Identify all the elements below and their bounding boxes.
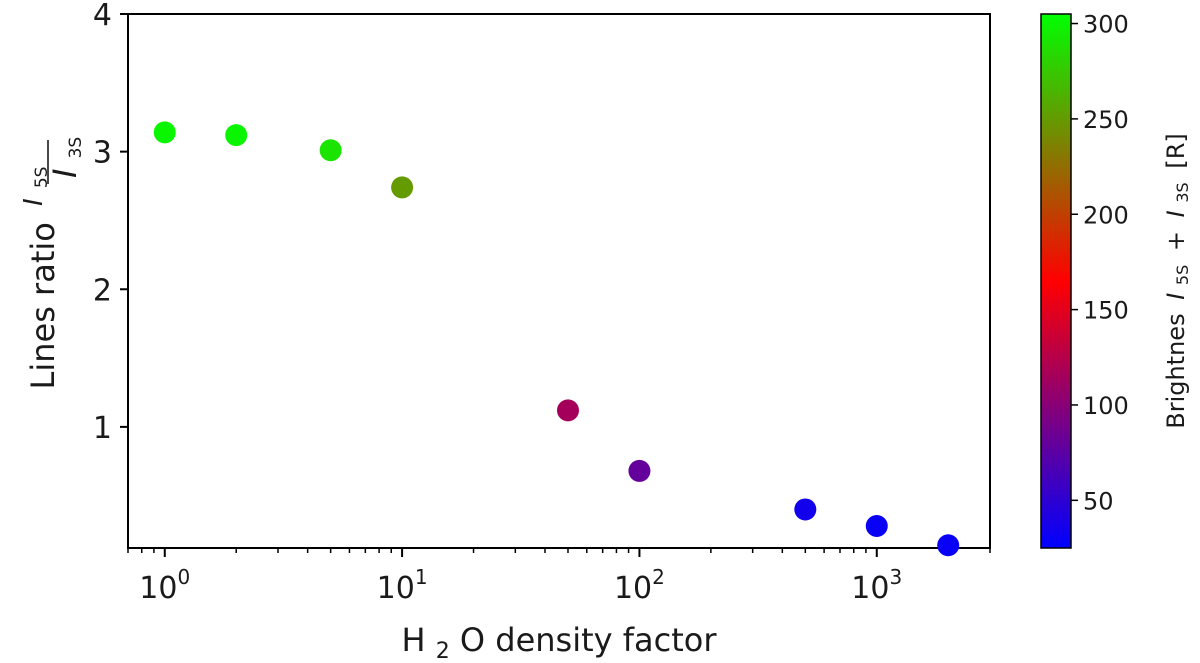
colorbar-label: Brightnes I 5S + I 3S [R] <box>1162 133 1194 429</box>
colorbar-label-term1-sub: 5S <box>1173 265 1192 285</box>
y-axis-label-text: Lines ratio <box>24 222 62 389</box>
x-tick-label: 100 <box>139 565 190 606</box>
data-point <box>153 121 176 144</box>
svg-text:Lines ratio I: Lines ratio I 5S <box>12 167 62 390</box>
colorbar-ticks: 50 100 150 200 250 300 <box>1071 11 1129 515</box>
data-point <box>937 534 960 557</box>
x-axis-label: H 2 O density factor <box>401 621 717 663</box>
x-tick-label: 101 <box>377 565 428 606</box>
data-point <box>794 498 817 521</box>
colorbar-label-term1: I <box>1162 293 1190 300</box>
colorbar <box>1040 13 1072 549</box>
y-axis-label-denominator-sub: 3S <box>66 137 86 159</box>
svg-text:Brightnes I 5S: Brightnes I 5S + I 3S [R] <box>1162 133 1194 429</box>
x-axis: 100 101 102 103 <box>127 548 991 606</box>
y-axis: 1 2 3 4 <box>93 0 128 446</box>
y-axis-label-denominator: I <box>46 169 84 178</box>
y-axis-label-numerator-sub: 5S <box>32 167 52 189</box>
data-point <box>225 124 248 147</box>
svg-text:I 3S: I 3S <box>46 137 86 178</box>
data-point <box>865 514 888 537</box>
colorbar-tick-label: 300 <box>1083 11 1129 39</box>
y-tick-label: 4 <box>93 0 112 33</box>
colorbar-label-term2-sub: 3S <box>1173 182 1192 202</box>
colorbar-tick-label: 200 <box>1083 201 1129 229</box>
y-tick-label: 3 <box>93 136 112 171</box>
x-tick-label: 102 <box>614 565 665 606</box>
colorbar-label-term2: I <box>1162 210 1190 217</box>
colorbar-tick-label: 250 <box>1083 106 1129 134</box>
colorbar-label-unit: [R] <box>1162 133 1190 168</box>
colorbar-tick-label: 100 <box>1083 392 1129 420</box>
scatter-points <box>153 121 960 557</box>
x-axis-label-prefix: H <box>401 621 425 659</box>
data-point <box>628 459 651 482</box>
y-axis-label: Lines ratio I 5S I 3S <box>12 137 86 390</box>
data-point <box>319 139 342 162</box>
x-tick-label: 103 <box>851 565 902 606</box>
colorbar-tick-label: 150 <box>1083 297 1129 325</box>
y-tick-label: 1 <box>93 411 112 446</box>
x-axis-label-suffix: O density factor <box>460 621 717 659</box>
y-tick-label: 2 <box>93 273 112 308</box>
colorbar-label-text: Brightnes <box>1162 313 1190 428</box>
y-axis-label-numerator: I <box>19 198 49 206</box>
data-point <box>556 399 579 422</box>
x-axis-label-subscript: 2 <box>436 639 450 663</box>
plot-area <box>127 13 991 549</box>
data-point <box>391 176 414 199</box>
colorbar-label-op: + <box>1162 231 1190 251</box>
colorbar-tick-label: 50 <box>1083 487 1114 515</box>
